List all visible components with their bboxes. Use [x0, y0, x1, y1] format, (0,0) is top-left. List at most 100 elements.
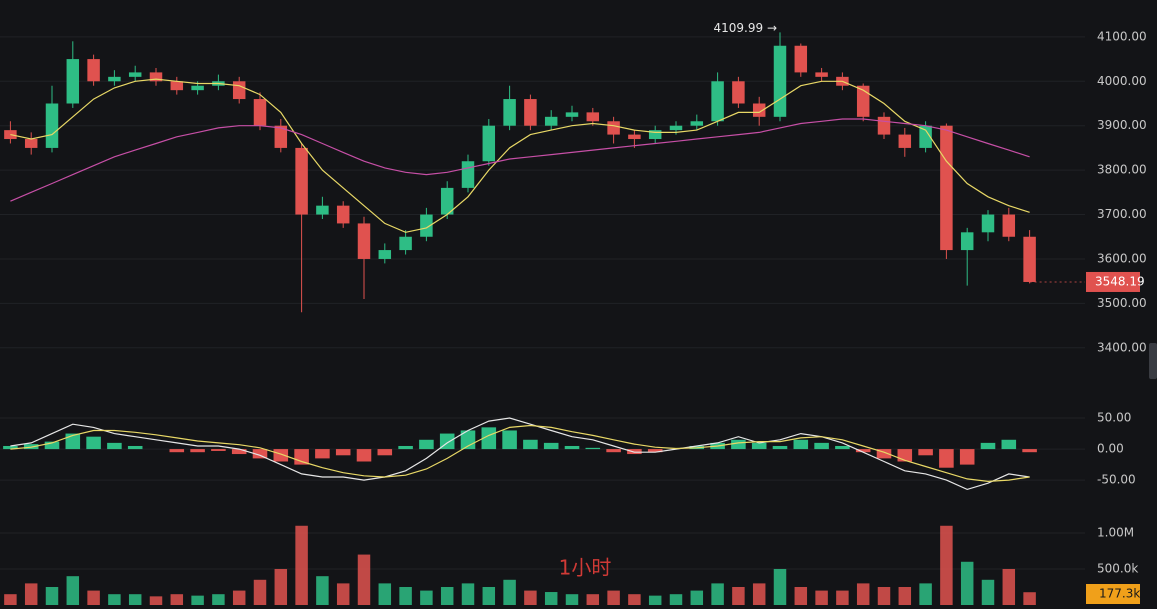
y-tick-label: 3600.00	[1097, 251, 1147, 265]
macd-bar	[190, 449, 205, 453]
volume-bar	[503, 579, 516, 605]
macd-bar	[606, 449, 621, 453]
candle-body	[45, 103, 59, 148]
volume-bar	[24, 583, 38, 605]
volume-bar	[1002, 568, 1016, 605]
volume-bar	[565, 594, 579, 605]
candle-body	[877, 116, 891, 135]
volume-bar	[170, 594, 184, 605]
macd-bar	[772, 445, 788, 450]
macd-bar	[356, 449, 372, 462]
volume-bar	[316, 576, 329, 605]
macd-bar	[835, 445, 850, 450]
volume-bar	[940, 525, 953, 605]
candle-body	[898, 134, 912, 148]
volume-bar	[648, 595, 662, 605]
macd-bar	[731, 439, 746, 450]
candle-body	[669, 125, 683, 131]
macd-bar	[211, 449, 226, 451]
volume-bar	[482, 586, 496, 605]
macd-bar	[252, 449, 268, 459]
candle-body	[794, 45, 808, 73]
volume-bar	[87, 590, 100, 605]
macd-bar	[751, 442, 767, 450]
volume-bar	[336, 583, 350, 605]
y-tick-label: 1.00M	[1097, 525, 1134, 539]
macd-bar	[3, 445, 18, 450]
volume-bar	[440, 586, 454, 605]
candle-body	[232, 81, 246, 100]
macd-bar	[65, 433, 81, 450]
y-tick-label: -50.00	[1097, 473, 1136, 487]
macd-bar	[502, 430, 517, 450]
candle-body	[981, 214, 995, 233]
candle-body	[108, 76, 121, 82]
macd-bar	[980, 442, 996, 450]
macd-bar	[481, 427, 497, 450]
volume-bar	[149, 596, 163, 605]
macd-bar	[876, 449, 892, 459]
volume-bar	[690, 590, 704, 605]
volume-bar	[378, 583, 392, 605]
candle-body	[128, 72, 142, 77]
volume-bar	[420, 590, 433, 605]
candle-body	[940, 125, 953, 251]
volume-bar	[66, 576, 80, 605]
macd-bar	[855, 449, 871, 453]
candle-body	[274, 125, 288, 148]
macd-bar	[918, 449, 933, 456]
volume-bar	[212, 594, 225, 605]
candle-body	[711, 81, 724, 122]
macd-bar	[647, 449, 663, 453]
candle-body	[378, 250, 392, 259]
y-tick-label: 50.00	[1097, 411, 1131, 425]
volume-bar	[191, 595, 204, 605]
volume-current-label: 177.3k	[1099, 587, 1140, 601]
volume-bar	[836, 590, 849, 605]
candle-body	[336, 205, 350, 224]
candle-body	[732, 81, 745, 104]
candle-body	[440, 187, 454, 215]
y-tick-label: 500.0k	[1097, 561, 1138, 575]
candle-body	[420, 214, 433, 237]
volume-bar	[1023, 592, 1036, 605]
macd-bar	[377, 449, 393, 456]
candle-body	[815, 72, 828, 77]
volume-bar	[711, 583, 724, 605]
volume-bar	[4, 594, 17, 605]
macd-bar	[564, 445, 580, 450]
macd-bar	[315, 449, 330, 459]
volume-bar	[919, 583, 932, 605]
y-tick-label: 3400.00	[1097, 340, 1147, 354]
macd-bar	[959, 449, 975, 465]
y-tick-label: 0.00	[1097, 442, 1124, 456]
macd-bar	[398, 445, 413, 450]
indicator-line	[10, 417, 1030, 491]
volume-bar	[232, 590, 246, 605]
volume-bar	[669, 594, 683, 605]
volume-bar	[960, 561, 974, 605]
candle-body	[752, 103, 766, 117]
volume-bar	[981, 579, 995, 605]
volume-bar	[461, 583, 475, 605]
indicator-line	[10, 78, 1030, 233]
y-tick-label: 3500.00	[1097, 296, 1147, 310]
macd-bar	[419, 439, 434, 450]
macd-bar	[897, 449, 913, 462]
candle-body	[316, 205, 329, 215]
candle-body	[565, 112, 579, 117]
volume-bar	[773, 568, 787, 605]
macd-bar	[273, 449, 289, 462]
volume-bar	[898, 586, 912, 605]
scroll-handle[interactable]	[1149, 343, 1157, 379]
candle-body	[482, 125, 496, 162]
marks	[3, 32, 1085, 605]
labels: 3400.00 3500.00 3600.00 3700.00 3800.00 3900.…	[559, 21, 1147, 604]
volume-tag	[1086, 584, 1140, 604]
volume-bar	[357, 554, 371, 605]
candle-body	[24, 139, 38, 148]
macd-bar	[86, 436, 101, 450]
macd-bar	[585, 447, 601, 450]
volume-bar	[108, 594, 121, 605]
